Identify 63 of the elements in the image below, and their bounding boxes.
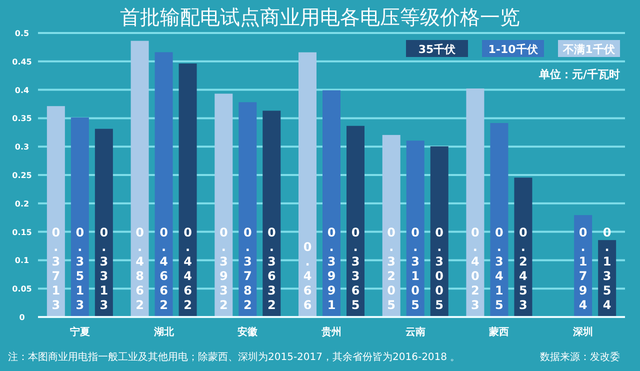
bar <box>382 134 400 317</box>
bar <box>238 102 257 317</box>
data-label: 0 . 1 7 9 4 <box>578 226 588 312</box>
data-label: 0 . 3 2 0 5 <box>387 226 396 312</box>
y-tick-label: 0.3 <box>14 142 30 152</box>
bar <box>214 94 233 317</box>
bar <box>430 146 448 317</box>
bar <box>94 128 113 317</box>
y-tick-label: 0 <box>19 313 26 322</box>
bar <box>514 178 532 317</box>
x-tick-label: 深圳 <box>572 326 594 338</box>
data-label: 0 . 3 6 3 2 <box>267 226 276 312</box>
bar <box>346 126 364 317</box>
data-label: 0 . 3 3 1 3 <box>100 226 108 312</box>
bar <box>154 52 173 317</box>
chart-title: 首批输配电试点商业用电各电压等级价格一览 <box>120 5 520 29</box>
data-label: 0 . 1 3 5 4 <box>602 226 612 312</box>
bar <box>406 140 424 317</box>
x-tick-label: 宁夏 <box>70 326 90 338</box>
data-label: 0 . 2 4 5 3 <box>519 226 528 312</box>
source-note: 数据来源：发改委 <box>540 351 620 363</box>
data-label: 0 . 3 3 6 5 <box>351 226 360 312</box>
y-tick-label: 0.05 <box>12 284 32 294</box>
text: 1-10千伏 <box>488 43 539 56</box>
bar <box>46 106 65 317</box>
data-label: 0 . 4 4 6 2 <box>184 226 192 312</box>
x-tick-label: 蒙西 <box>488 326 510 338</box>
bar <box>466 88 484 317</box>
annotation: 单位：元/千瓦时 <box>538 68 620 81</box>
data-label: 0 . 4 0 2 3 <box>471 226 480 312</box>
y-tick-label: 0.4 <box>14 86 30 95</box>
bar <box>298 52 316 317</box>
bar <box>262 110 281 317</box>
x-tick-label: 贵州 <box>320 326 342 338</box>
bar <box>130 40 149 317</box>
x-tick-label: 云南 <box>405 326 426 338</box>
bar <box>70 117 89 317</box>
x-tick-label: 湖北 <box>152 326 175 338</box>
data-label: 0 . 3 0 0 5 <box>435 226 444 312</box>
bar <box>178 64 197 317</box>
data-label: 0 . 4 6 6 2 <box>160 226 168 312</box>
data-label: 0 . 3 9 3 2 <box>219 226 228 312</box>
text: 35千伏 <box>418 43 457 56</box>
text: 不满1千伏 <box>562 43 616 56</box>
y-tick-label: 0.2 <box>14 199 30 208</box>
data-label: 0 . 3 5 1 3 <box>76 226 84 312</box>
data-label: 0 . 3 1 0 5 <box>411 226 420 312</box>
data-label: 0 . 4 8 6 2 <box>136 226 144 312</box>
y-tick-label: 0.15 <box>12 228 32 237</box>
y-tick-label: 0.35 <box>12 114 32 124</box>
data-label: 0 . 3 4 1 5 <box>495 226 504 312</box>
y-tick-label: 0.5 <box>14 29 30 38</box>
bar <box>490 123 508 317</box>
data-label: 0 . 3 7 8 2 <box>243 226 252 312</box>
y-tick-label: 0.45 <box>12 57 32 66</box>
text: 注：本图商业用电指一般工业及其他用电；除蒙西、深圳为2015-2017，其余省份皆为2016-2018 。 <box>8 351 460 363</box>
data-label: 0 . 3 9 9 1 <box>327 226 336 312</box>
data-label: 0 . 4 6 6 <box>303 240 312 312</box>
y-tick-label: 0.25 <box>12 171 32 180</box>
data-label: 0 . 3 7 1 3 <box>52 226 60 312</box>
y-tick-label: 0.1 <box>14 256 30 266</box>
bar <box>322 90 340 317</box>
x-tick-label: 安徽 <box>238 326 259 338</box>
